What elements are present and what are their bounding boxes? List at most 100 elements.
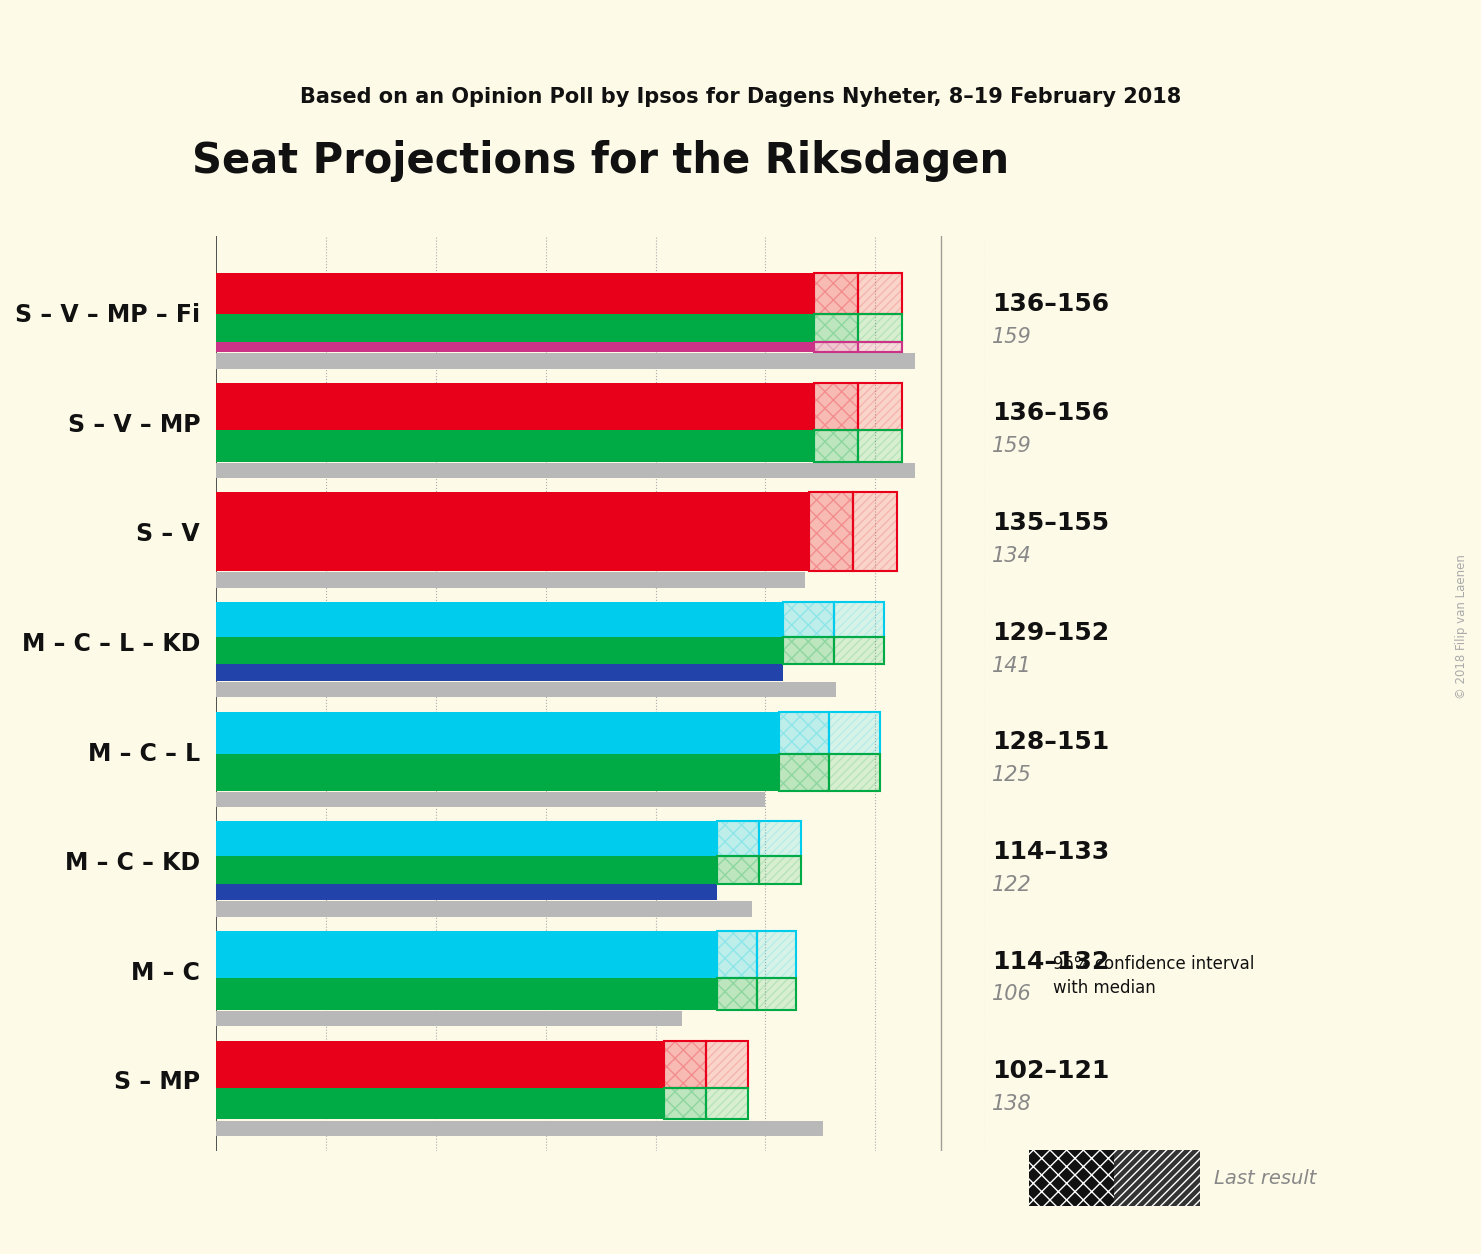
Bar [216, 1087, 665, 1120]
Bar [857, 342, 902, 352]
Bar [783, 602, 834, 637]
Bar [834, 602, 884, 637]
Bar [216, 755, 779, 790]
Bar [829, 755, 880, 790]
Bar [216, 930, 717, 978]
Text: 136–156: 136–156 [992, 401, 1109, 425]
Bar [815, 430, 857, 461]
Bar [757, 978, 797, 1009]
Bar [706, 1041, 748, 1087]
Bar [665, 1087, 706, 1120]
Bar [717, 930, 757, 978]
Bar [815, 382, 857, 430]
Bar [706, 1087, 748, 1120]
Bar [758, 856, 801, 884]
Text: Based on an Opinion Poll by Ipsos for Dagens Nyheter, 8–19 February 2018: Based on an Opinion Poll by Ipsos for Da… [299, 87, 1182, 107]
Bar [758, 821, 801, 856]
Bar [216, 273, 815, 314]
Text: 138: 138 [992, 1093, 1032, 1114]
Text: 129–152: 129–152 [992, 621, 1109, 645]
Bar [216, 978, 717, 1009]
Bar [717, 821, 758, 856]
Bar [665, 1041, 706, 1087]
Text: 134: 134 [992, 545, 1032, 566]
Bar [216, 791, 766, 808]
Bar [834, 637, 884, 665]
Bar [815, 273, 857, 314]
Bar [216, 665, 783, 681]
Bar [216, 314, 815, 342]
Bar [216, 572, 806, 588]
Bar [815, 273, 857, 314]
Bar [216, 430, 815, 461]
Bar [1114, 1150, 1200, 1206]
Bar [216, 856, 717, 884]
Text: 114–133: 114–133 [992, 840, 1109, 864]
Bar [216, 1121, 822, 1136]
Bar [810, 493, 853, 572]
Bar [857, 342, 902, 352]
Bar [216, 884, 717, 900]
Bar [216, 602, 783, 637]
Bar [857, 430, 902, 461]
Bar [216, 463, 915, 478]
Bar [815, 342, 857, 352]
Bar [857, 314, 902, 342]
Text: 128–151: 128–151 [992, 730, 1109, 755]
Bar [665, 1087, 706, 1120]
Bar [783, 637, 834, 665]
Bar [853, 493, 897, 572]
Bar [783, 637, 834, 665]
Bar [834, 637, 884, 665]
Bar [216, 637, 783, 665]
Text: © 2018 Filip van Laenen: © 2018 Filip van Laenen [1456, 554, 1468, 700]
Bar [757, 930, 797, 978]
Bar [717, 978, 757, 1009]
Bar [216, 342, 815, 352]
Text: 102–121: 102–121 [992, 1060, 1109, 1083]
Bar [829, 712, 880, 755]
Bar [757, 930, 797, 978]
Bar [815, 430, 857, 461]
Bar [857, 382, 902, 430]
Bar [216, 493, 810, 572]
Bar [779, 712, 829, 755]
Text: 122: 122 [992, 875, 1032, 895]
Bar [216, 682, 835, 697]
Bar [706, 1041, 748, 1087]
Bar [857, 273, 902, 314]
Bar [829, 755, 880, 790]
Bar [857, 382, 902, 430]
Bar [815, 314, 857, 342]
Bar [717, 978, 757, 1009]
Bar [757, 978, 797, 1009]
Bar [779, 755, 829, 790]
Bar [779, 755, 829, 790]
Bar [717, 821, 758, 856]
Bar [216, 712, 779, 755]
Bar [815, 382, 857, 430]
Bar [717, 856, 758, 884]
Bar [216, 354, 915, 369]
Bar [216, 1011, 681, 1026]
Bar [216, 902, 752, 917]
Bar [216, 821, 717, 856]
Bar [815, 314, 857, 342]
Text: 135–155: 135–155 [992, 512, 1109, 535]
Title: Seat Projections for the Riksdagen: Seat Projections for the Riksdagen [193, 140, 1009, 182]
Bar [758, 821, 801, 856]
Bar [717, 930, 757, 978]
Bar [779, 712, 829, 755]
Text: 125: 125 [992, 765, 1032, 785]
Text: 159: 159 [992, 436, 1032, 456]
Bar [810, 493, 853, 572]
Bar [857, 273, 902, 314]
Text: Last result: Last result [1214, 1169, 1317, 1189]
Text: 159: 159 [992, 327, 1032, 347]
Text: 136–156: 136–156 [992, 292, 1109, 316]
Bar [216, 382, 815, 430]
Text: 141: 141 [992, 656, 1032, 676]
Bar [834, 602, 884, 637]
Bar [857, 314, 902, 342]
Text: 106: 106 [992, 984, 1032, 1004]
